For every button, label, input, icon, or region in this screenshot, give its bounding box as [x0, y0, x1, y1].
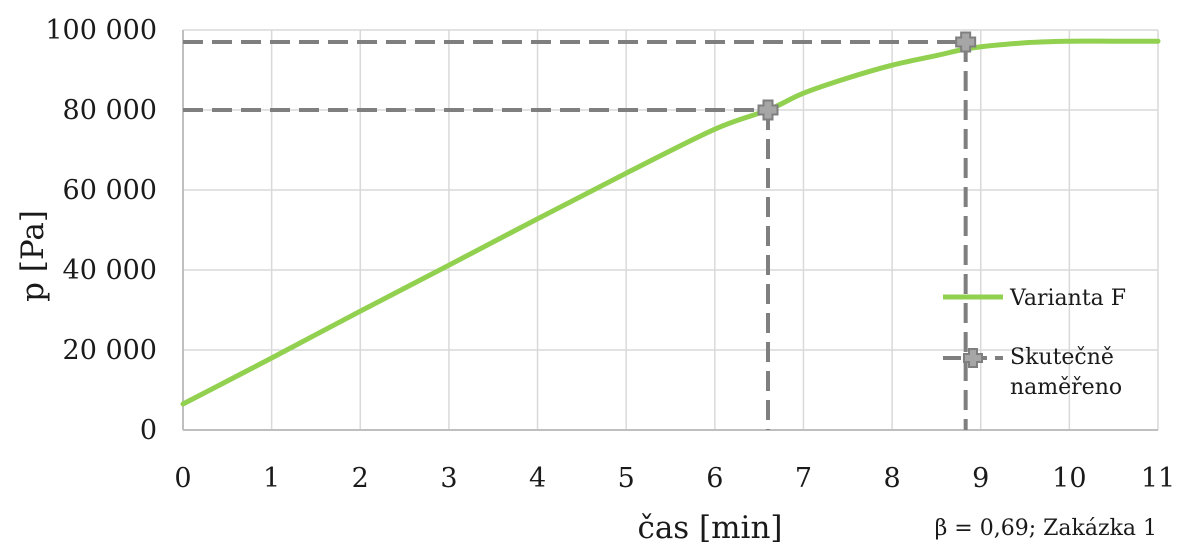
y-tick-label: 40 000 — [63, 255, 157, 286]
x-tick-label: 3 — [440, 463, 457, 494]
y-tick-label: 0 — [140, 415, 157, 446]
x-tick-label: 9 — [972, 463, 989, 494]
y-tick-label: 100 000 — [45, 15, 157, 46]
x-tick-label: 2 — [352, 463, 369, 494]
tick-labels: 0 1 2 3 4 5 6 7 8 9 10 11 0 20 000 40 000 60 000 80 000 1… — [45, 15, 1175, 494]
x-tick-label: 10 — [1052, 463, 1086, 494]
x-tick-label: 4 — [529, 463, 546, 494]
legend-label-variant-f: Varianta F — [1009, 286, 1126, 311]
measured-markers — [757, 31, 977, 121]
legend-marker-measured — [963, 348, 983, 368]
y-axis-label: p [Pa] — [15, 210, 51, 302]
measured-point-marker — [955, 31, 977, 53]
legend-label-measured-line: naměřeno — [1010, 375, 1122, 400]
grid — [183, 29, 1159, 430]
measured-guides — [183, 40, 968, 430]
legend: Varianta F Skutečně naměřeno — [943, 286, 1126, 400]
x-tick-label: 0 — [174, 463, 191, 494]
y-tick-label: 20 000 — [63, 335, 157, 366]
legend-label-measured-line: Skutečně — [1010, 345, 1114, 370]
y-tick-label: 60 000 — [63, 175, 157, 206]
x-tick-label: 8 — [883, 463, 900, 494]
axes — [182, 30, 1158, 431]
legend-label-measured: Skutečně naměřeno — [1010, 345, 1122, 400]
x-tick-label: 11 — [1141, 463, 1175, 494]
x-tick-label: 1 — [263, 463, 280, 494]
x-tick-label: 5 — [618, 463, 635, 494]
x-tick-label: 6 — [706, 463, 723, 494]
chart-annotation: β = 0,69; Zakázka 1 — [935, 516, 1157, 541]
x-axis-label: čas [min] — [637, 510, 782, 546]
x-tick-label: 7 — [795, 463, 812, 494]
measured-point-marker — [757, 99, 779, 121]
y-tick-label: 80 000 — [63, 95, 157, 126]
